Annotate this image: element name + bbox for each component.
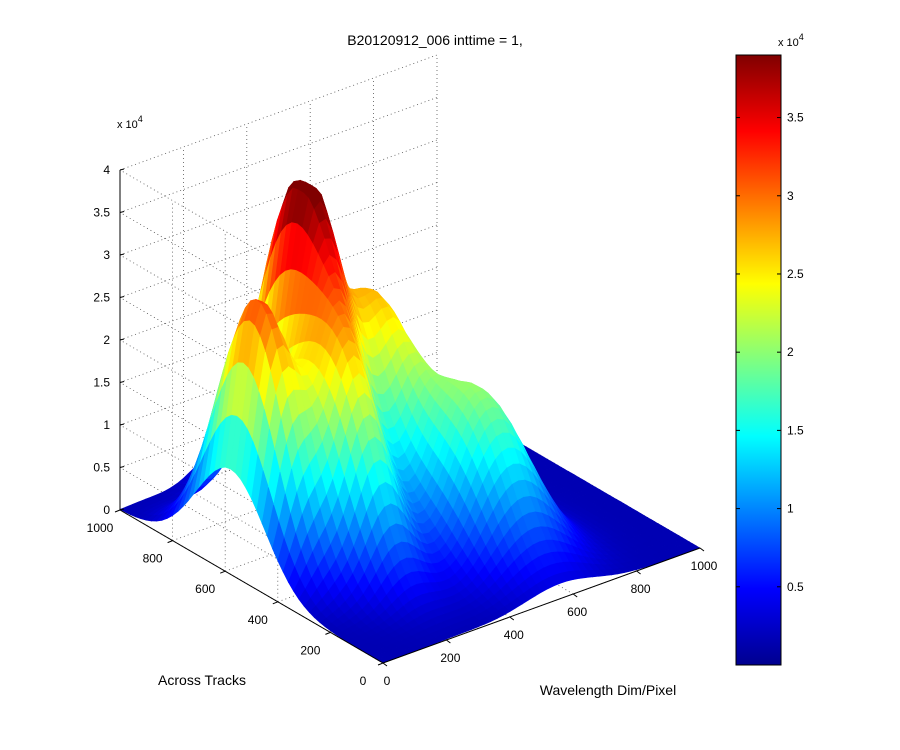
x-tick-mark: [446, 639, 451, 644]
y-tick-mark: [272, 601, 278, 605]
x-axis-label: Wavelength Dim/Pixel: [540, 682, 676, 698]
x-tick-label: 800: [631, 582, 651, 596]
z-tick-mark: [119, 296, 125, 298]
grid-line-z: [119, 54, 438, 171]
colorbar-exponent: x 104: [778, 32, 804, 49]
x-tick-mark: [572, 593, 578, 598]
grid-line-z: [119, 467, 384, 621]
x-tick-label: 1000: [691, 559, 718, 573]
z-tick-label: 1.5: [93, 376, 110, 390]
y-tick-mark: [167, 540, 173, 544]
z-tick-mark: [119, 253, 125, 256]
x-tick-mark: [509, 616, 515, 621]
y-tick-mark: [377, 662, 384, 666]
grid-line-z: [119, 424, 384, 579]
grid-line-z: [119, 97, 438, 213]
colorbar-tick-label: 1: [787, 502, 794, 516]
colorbar: 0.5 1 1.5 2 2.5 3 3.5 x 104: [735, 32, 804, 666]
z-tick-label: 3.5: [93, 206, 110, 220]
colorbar-tick-label: 3: [787, 189, 794, 203]
z-tick-mark: [119, 508, 125, 511]
x-tick-label: 200: [440, 651, 460, 665]
axis-tick-labels: 0 200 400 600 800 1000 0 200 400 600 800 1000 0 0.5 1 1…: [87, 163, 718, 688]
x-tick-label: 0: [384, 674, 391, 688]
z-tick-mark: [119, 211, 125, 213]
z-tick-label: 2: [103, 333, 110, 347]
y-axis-label: Across Tracks: [158, 672, 246, 688]
colorbar-scale: [735, 54, 782, 666]
z-tick-mark: [119, 338, 125, 341]
plot-axes: 0 200 400 600 800 1000 0 200 400 600 800 1000 0 0.5 1 1…: [87, 54, 718, 688]
z-tick-label: 2.5: [93, 291, 110, 305]
z-tick-label: 1: [103, 418, 110, 432]
z-tick-mark: [119, 168, 125, 171]
z-tick-label: 4: [103, 163, 110, 177]
y-tick-mark: [325, 631, 331, 635]
colorbar-tick-label: 0.5: [787, 580, 804, 594]
x-axis-line: [382, 547, 701, 664]
y-tick-label: 400: [248, 613, 268, 627]
colorbar-tick-label: 2: [787, 345, 794, 359]
y-axis-line: [119, 509, 384, 664]
y-tick-mark: [114, 509, 121, 513]
y-tick-label: 0: [360, 674, 367, 688]
z-tick-mark: [119, 381, 125, 383]
y-tick-label: 600: [195, 582, 215, 596]
z-tick-label: 0.5: [93, 461, 110, 475]
x-tick-mark: [636, 570, 641, 575]
chart-title: B20120912_006 inttime = 1,: [347, 32, 523, 48]
grid-line-z: [119, 169, 384, 324]
y-tick-label: 800: [143, 552, 163, 566]
y-tick-label: 200: [300, 643, 320, 657]
x-tick-label: 600: [567, 605, 587, 619]
surface-plot: [119, 179, 701, 664]
x-tick-label: 400: [504, 628, 524, 642]
z-tick-mark: [119, 466, 125, 468]
y-tick-mark: [220, 570, 226, 574]
y-tick-label: 1000: [87, 521, 114, 535]
z-tick-label: 0: [103, 503, 110, 517]
z-tick-mark: [119, 423, 125, 426]
z-tick-label: 3: [103, 248, 110, 262]
grid-line-z: [119, 212, 384, 366]
z-exponent: x 104: [117, 114, 143, 131]
x-tick-mark: [382, 662, 388, 667]
colorbar-tick-label: 1.5: [787, 423, 804, 437]
colorbar-tick-label: 3.5: [787, 111, 804, 125]
colorbar-ticks: 0.5 1 1.5 2 2.5 3 3.5: [736, 111, 804, 594]
x-tick-mark: [699, 547, 705, 552]
colorbar-tick-label: 2.5: [787, 267, 804, 281]
